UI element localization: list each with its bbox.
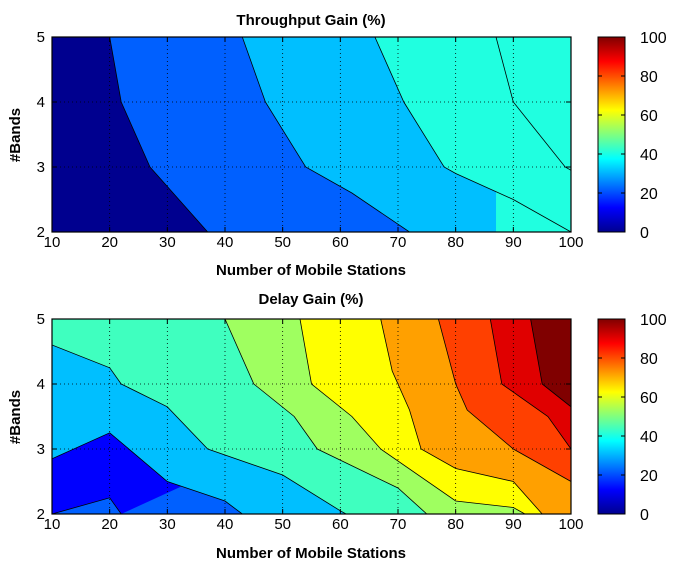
x-tick-label: 60 [332,234,349,251]
y-tick-label: 4 [37,376,45,393]
colorbar-gradient [597,36,626,233]
x-tick-label: 70 [390,516,407,533]
throughput-gain-chart: Throughput Gain (%) 10 20 30 40 50 60 70 80 90 10… [7,12,667,279]
chart-title: Throughput Gain (%) [236,12,385,29]
contour-line [495,37,571,171]
contour-line [374,37,571,232]
x-tick-label: 90 [505,516,522,533]
colorbar: 0 20 40 60 80 100 [597,30,667,242]
x-tick-label: 30 [159,516,176,533]
x-tick-label: 10 [44,516,61,533]
contour-region [496,37,571,232]
x-tick-label: 70 [390,234,407,251]
colorbar-tick-label: 80 [640,69,658,86]
colorbar-tick-label: 60 [640,390,658,407]
colorbar-tick-label: 20 [640,468,658,485]
x-tick-label: 100 [558,516,583,533]
x-tick-label: 60 [332,516,349,533]
colorbar-gradient [597,318,626,515]
y-tick-label: 2 [37,506,45,523]
x-tick-label: 20 [101,516,118,533]
x-tick-label: 90 [505,234,522,251]
contour-line [52,497,122,514]
plot-frame [51,318,572,515]
x-tick-label: 30 [159,234,176,251]
y-tick-label: 5 [37,311,45,328]
colorbar-tick-label: 0 [640,507,649,524]
plot-area: 10 20 30 40 50 60 70 80 90 100 2 3 4 5 [37,311,584,533]
x-tick-label: 80 [447,234,464,251]
y-axis-label: #Bands [7,390,24,444]
contour-line [489,319,571,450]
colorbar-tick-label: 40 [640,147,658,164]
x-tick-label: 80 [447,516,464,533]
x-tick-label: 40 [217,234,234,251]
x-tick-label: 50 [274,234,291,251]
chart-title: Delay Gain (%) [258,291,363,308]
plot-area: 10 20 30 40 50 60 70 80 90 100 2 3 4 5 [37,29,584,251]
contour-line [52,344,347,514]
colorbar-tick-label: 40 [640,429,658,446]
delay-gain-chart: Delay Gain (%) 10 20 30 40 50 60 70 80 90 1002345… [7,291,667,562]
contour-line [530,319,571,408]
colorbar-tick-label: 0 [640,225,649,242]
y-tick-label: 3 [37,441,45,458]
y-tick-label: 4 [37,94,45,111]
colorbar-tick-label: 20 [640,186,658,203]
x-tick-label: 10 [44,234,61,251]
colorbar: 0 20 40 60 80 100 [597,312,667,524]
x-axis-label: Number of Mobile Stations [216,262,406,279]
plot-frame [51,36,572,233]
x-tick-label: 100 [558,234,583,251]
colorbar-tick-label: 80 [640,351,658,368]
x-tick-label: 50 [274,516,291,533]
x-tick-label: 40 [217,516,234,533]
x-tick-label: 20 [101,234,118,251]
y-tick-label: 2 [37,224,45,241]
x-axis-label: Number of Mobile Stations [216,545,406,562]
contour-line [241,37,410,232]
y-axis-label: #Bands [7,108,24,162]
y-tick-label: 3 [37,159,45,176]
colorbar-tick-label: 100 [640,312,667,329]
contour-line [438,319,571,482]
y-tick-label: 5 [37,29,45,46]
contour-line [52,432,243,514]
colorbar-tick-label: 60 [640,108,658,125]
contour-line [109,37,208,232]
contour-line [380,319,543,514]
contour-region [530,319,571,514]
colorbar-tick-label: 100 [640,30,667,47]
contour-line [224,319,428,514]
